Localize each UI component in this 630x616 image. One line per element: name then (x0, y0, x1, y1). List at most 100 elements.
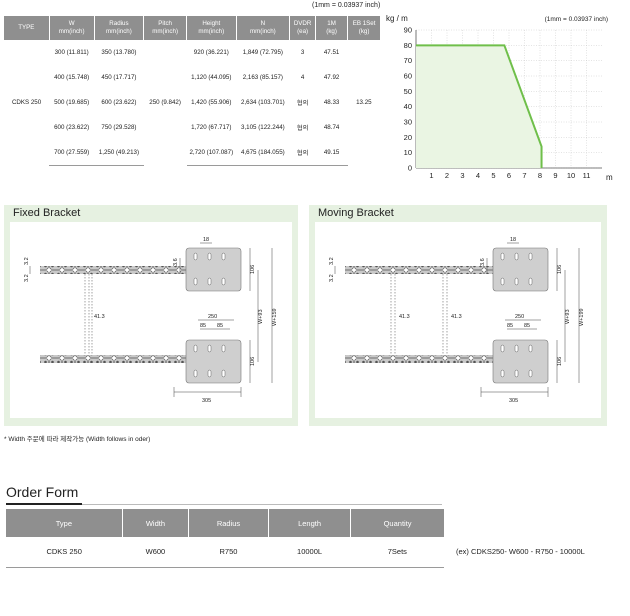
lower-chain (40, 355, 188, 363)
header-dvdr: DVDR (ea) (289, 16, 316, 40)
radius-cell: 1,250 (49.213) (94, 140, 144, 166)
dim-left-a: 3.2 (24, 257, 30, 265)
height-cell: 1,420 (55.906) (191, 99, 232, 106)
order-form-title: Order Form (6, 484, 79, 500)
dim-left-b: 3.2 (329, 274, 335, 282)
header-1m: 1M (kg) (315, 16, 349, 40)
y-tick-label: 60 (404, 72, 412, 81)
y-tick-label: 70 (404, 56, 412, 65)
dim-w93: W+93 (258, 309, 264, 324)
dim-left-a: 3.2 (329, 257, 335, 265)
n-cell: 2,163 (85.157) (242, 74, 283, 81)
dim-w93: W+93 (565, 309, 571, 324)
bracket-slots (193, 252, 226, 378)
n-cell: 4,675 (184.055) (236, 140, 290, 166)
radius-cell: 350 (13.780) (101, 49, 137, 56)
divider-bars (84, 274, 93, 355)
y-tick-label: 40 (404, 102, 412, 111)
height-cell: 1,720 (67.717) (191, 124, 232, 131)
order-header-row: Type Width Radius Length Quantity (6, 509, 444, 537)
dim-gap-a: 3.6 (480, 258, 486, 266)
height-cell: 920 (36.221) (193, 49, 229, 56)
m1-cell: 47.92 (323, 74, 340, 81)
lower-bracket-plate (492, 339, 549, 384)
series-line (416, 44, 543, 168)
dim-span2b: 85 (217, 323, 223, 329)
x-tick-label: 3 (460, 171, 464, 180)
series-area (416, 45, 542, 169)
dimension-lines (334, 242, 580, 397)
order-length-value: 10000L (268, 537, 351, 568)
dim-mid: 41.3 (94, 314, 105, 320)
dim-top-width: 18 (510, 237, 516, 243)
y-tick-label: 10 (404, 148, 412, 157)
dvdr-cell: 협의 (296, 100, 309, 107)
dim-base: 305 (509, 398, 518, 404)
fixed-bracket-drawing: 18 3.2 3.2 3.6 106 41.3 250 85 85 W+93 W… (24, 237, 278, 404)
type-cell: CDKS 250 (11, 99, 42, 106)
w-cell: 400 (15.748) (54, 74, 90, 81)
dim-base: 305 (202, 398, 211, 404)
dim-top-width: 18 (203, 237, 209, 243)
y-tick-label: 50 (404, 87, 412, 96)
header-height: Height mm(inch) (186, 16, 237, 40)
chart-note: (1mm = 0.03937 inch) (545, 16, 608, 23)
table-row: CDKS 250 300 (11.811) 350 (13.780) 250 (… (4, 40, 380, 106)
header-eb: EB 1Set (kg) (347, 16, 380, 40)
height-cell: 2,720 (107.087) (186, 140, 236, 166)
dim-span1: 250 (515, 314, 524, 320)
chart-ylabel: kg / m (386, 14, 408, 23)
dim-span2a: 85 (507, 323, 513, 329)
order-header-width: Width (122, 509, 190, 537)
order-divider (82, 504, 442, 505)
w-cell: 500 (19.685) (54, 99, 90, 106)
upper-bracket-plate (185, 247, 242, 292)
order-quantity-value: 7Sets (350, 537, 444, 568)
w-cell: 300 (11.811) (54, 49, 89, 56)
table-row: 400 (15.748) 450 (17.717) 1,120 (44.095)… (4, 65, 380, 90)
upper-bracket-plate (492, 247, 549, 292)
lower-bracket-plate (185, 339, 242, 384)
order-row: CDKS 250 W600 R750 10000L 7Sets (6, 537, 444, 568)
x-tick-label: 5 (491, 171, 495, 180)
dim-gap-a: 3.6 (173, 258, 179, 266)
radius-cell: 750 (29.528) (101, 124, 137, 131)
dim-w159: W+159 (272, 308, 278, 326)
dim-span1: 250 (208, 314, 217, 320)
unit-note: (1mm = 0.03937 inch) (312, 2, 381, 9)
dvdr-cell: 4 (300, 74, 305, 81)
moving-bracket-title: Moving Bracket (309, 205, 403, 222)
pitch-cell: 250 (9.842) (149, 99, 181, 106)
dim-bottom-height: 106 (250, 357, 256, 366)
fixed-bracket-drawing-area: 18 3.2 3.2 3.6 106 41.3 250 85 85 W+93 W… (10, 222, 292, 418)
dvdr-cell: 3 (300, 49, 305, 56)
y-tick-label: 30 (404, 118, 412, 127)
divider-bars (390, 274, 448, 355)
m1-cell: 48.74 (323, 124, 340, 131)
y-tick-label: 90 (404, 26, 412, 35)
order-header-radius: Radius (188, 509, 269, 537)
w-cell: 600 (23.622) (54, 124, 90, 131)
order-form-table: Type Width Radius Length Quantity CDKS 2… (6, 509, 444, 568)
m1-cell: 48.33 (323, 99, 340, 106)
header-pitch: Pitch mm(inch) (143, 16, 188, 40)
eb-cell: 13.25 (356, 99, 372, 106)
width-footnote: * Width 주문에 따라 제작가능 (Width follows in od… (4, 436, 151, 443)
height-cell: 1,120 (44.095) (191, 74, 232, 81)
moving-bracket-panel: 18 3.2 3.2 3.6 106 41.3 41.3 250 85 85 W… (309, 205, 607, 426)
n-cell: 3,105 (122.244) (241, 124, 285, 131)
dim-hole-height: 106 (557, 265, 563, 274)
table-row: 500 (19.685) 600 (23.622) 1,420 (55.906)… (4, 90, 380, 115)
x-tick-label: 8 (538, 171, 542, 180)
bracket-slots (500, 252, 533, 378)
x-tick-label: 11 (583, 171, 591, 180)
dimension-lines (29, 242, 273, 397)
y-tick-label: 80 (404, 41, 412, 50)
moving-bracket-drawing: 18 3.2 3.2 3.6 106 41.3 41.3 250 85 85 W… (329, 237, 585, 404)
load-chart: kg / m (1mm = 0.03937 inch) m 0 10 20 30 40 5… (386, 14, 613, 182)
m1-cell: 47.51 (323, 49, 340, 56)
table-row: 700 (27.559) 1,250 (49.213) 2,720 (107.0… (4, 140, 380, 166)
